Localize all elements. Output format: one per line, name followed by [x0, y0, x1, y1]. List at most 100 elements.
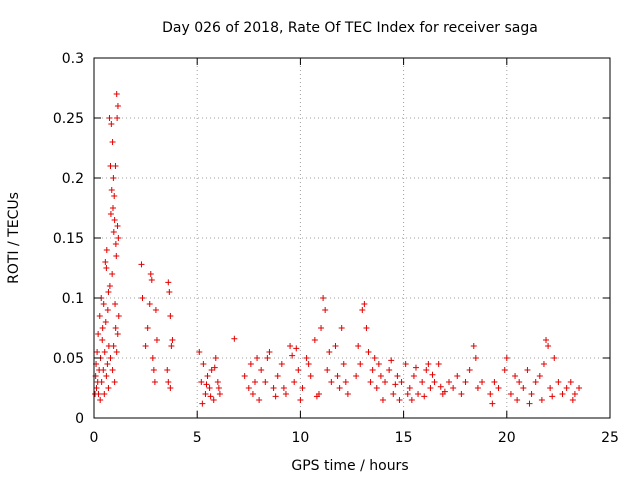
data-point [109, 139, 116, 145]
data-point [111, 379, 118, 385]
data-point [551, 355, 558, 361]
data-point [427, 385, 434, 391]
data-point [408, 397, 415, 403]
data-point [254, 355, 261, 361]
data-point [359, 307, 366, 313]
data-point [512, 373, 519, 379]
data-point [149, 355, 156, 361]
data-point [109, 367, 116, 373]
data-point [103, 265, 110, 271]
data-point [342, 379, 349, 385]
data-point [491, 379, 498, 385]
data-point [107, 211, 114, 217]
data-point [373, 385, 380, 391]
data-point [108, 121, 115, 127]
data-point [388, 357, 395, 364]
data-point [450, 385, 457, 391]
data-point [216, 391, 223, 397]
data-point [369, 367, 376, 373]
data-point [107, 355, 114, 361]
data-point [353, 373, 360, 379]
data-point [270, 385, 277, 391]
data-point [334, 373, 341, 379]
data-point [563, 385, 570, 391]
data-point [215, 385, 222, 391]
data-point [110, 229, 117, 235]
data-point [101, 391, 108, 397]
data-point [365, 349, 372, 355]
data-point [152, 307, 159, 313]
data-point [555, 379, 562, 385]
data-point [489, 400, 496, 407]
data-point [207, 393, 214, 400]
data-point [251, 379, 258, 385]
data-point [202, 391, 209, 397]
data-point [532, 379, 539, 385]
data-point [429, 371, 436, 378]
y-tick-label: 0.2 [62, 171, 84, 187]
data-point [109, 271, 116, 277]
data-point [105, 385, 112, 391]
chart-title: Day 026 of 2018, Rate Of TEC Index for r… [162, 20, 538, 36]
data-point [431, 379, 438, 385]
data-point [114, 223, 121, 229]
data-point [112, 325, 119, 331]
data-point [371, 355, 378, 361]
data-point [166, 289, 173, 295]
data-point [103, 373, 110, 379]
y-axis-label: ROTI / TECUs [6, 192, 22, 284]
data-point [249, 391, 256, 397]
data-point [109, 205, 116, 211]
data-point [96, 313, 103, 319]
data-point [487, 391, 494, 397]
data-point [100, 367, 107, 373]
x-tick-label: 20 [498, 430, 516, 446]
data-point [336, 385, 343, 391]
data-point [138, 261, 145, 268]
data-point [528, 391, 535, 397]
y-tick-label: 0.3 [62, 51, 84, 67]
data-point [264, 355, 271, 361]
data-point [144, 325, 151, 331]
data-point [495, 385, 502, 391]
data-point [106, 115, 113, 121]
data-point [112, 163, 119, 169]
data-point [567, 379, 574, 385]
data-point [113, 253, 120, 259]
data-point [474, 385, 481, 391]
data-point [106, 283, 113, 289]
data-point [454, 373, 461, 379]
data-point [199, 400, 206, 407]
data-point [113, 91, 120, 97]
data-point [305, 361, 312, 367]
data-point [94, 349, 101, 355]
data-point [167, 313, 174, 319]
data-point [214, 379, 221, 385]
data-point [326, 349, 333, 355]
data-point [293, 345, 300, 352]
data-point [104, 307, 111, 313]
data-point [410, 373, 417, 379]
x-tick-label: 25 [601, 430, 619, 446]
data-point [501, 367, 508, 373]
data-point [99, 325, 106, 331]
y-tick-label: 0.1 [62, 291, 84, 307]
data-point [332, 343, 339, 349]
data-point [266, 349, 273, 355]
y-tick-label: 0.25 [53, 111, 84, 127]
data-point [164, 367, 171, 373]
data-point [571, 391, 578, 397]
data-point [204, 373, 211, 379]
data-point [423, 367, 430, 373]
data-point [328, 379, 335, 385]
data-point [142, 343, 149, 349]
data-point [105, 289, 112, 295]
data-point [425, 361, 432, 367]
data-point [524, 367, 531, 373]
data-point [100, 301, 107, 307]
data-point [375, 361, 382, 367]
data-point [295, 367, 302, 373]
x-axis-label: GPS time / hours [291, 458, 408, 474]
data-point [303, 355, 310, 361]
data-point [114, 103, 121, 109]
